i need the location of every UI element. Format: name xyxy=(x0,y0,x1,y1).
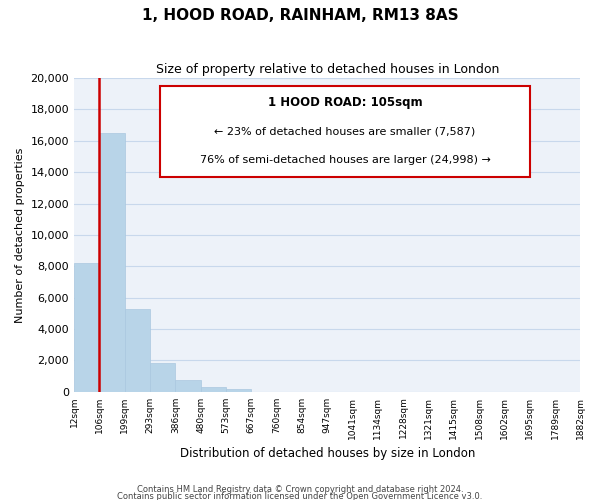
X-axis label: Distribution of detached houses by size in London: Distribution of detached houses by size … xyxy=(179,447,475,460)
Bar xyxy=(100,133,125,392)
Text: Contains public sector information licensed under the Open Government Licence v3: Contains public sector information licen… xyxy=(118,492,482,500)
Bar xyxy=(125,308,150,392)
Text: 1 HOOD ROAD: 105sqm: 1 HOOD ROAD: 105sqm xyxy=(268,96,422,109)
Text: 1, HOOD ROAD, RAINHAM, RM13 8AS: 1, HOOD ROAD, RAINHAM, RM13 8AS xyxy=(142,8,458,22)
Bar xyxy=(226,389,251,392)
Title: Size of property relative to detached houses in London: Size of property relative to detached ho… xyxy=(155,62,499,76)
Bar xyxy=(200,387,226,392)
FancyBboxPatch shape xyxy=(160,86,530,177)
Bar xyxy=(175,380,200,392)
Bar xyxy=(150,364,175,392)
Y-axis label: Number of detached properties: Number of detached properties xyxy=(15,147,25,322)
Bar xyxy=(74,263,100,392)
Text: ← 23% of detached houses are smaller (7,587): ← 23% of detached houses are smaller (7,… xyxy=(214,126,476,136)
Text: 76% of semi-detached houses are larger (24,998) →: 76% of semi-detached houses are larger (… xyxy=(200,156,490,166)
Text: Contains HM Land Registry data © Crown copyright and database right 2024.: Contains HM Land Registry data © Crown c… xyxy=(137,486,463,494)
